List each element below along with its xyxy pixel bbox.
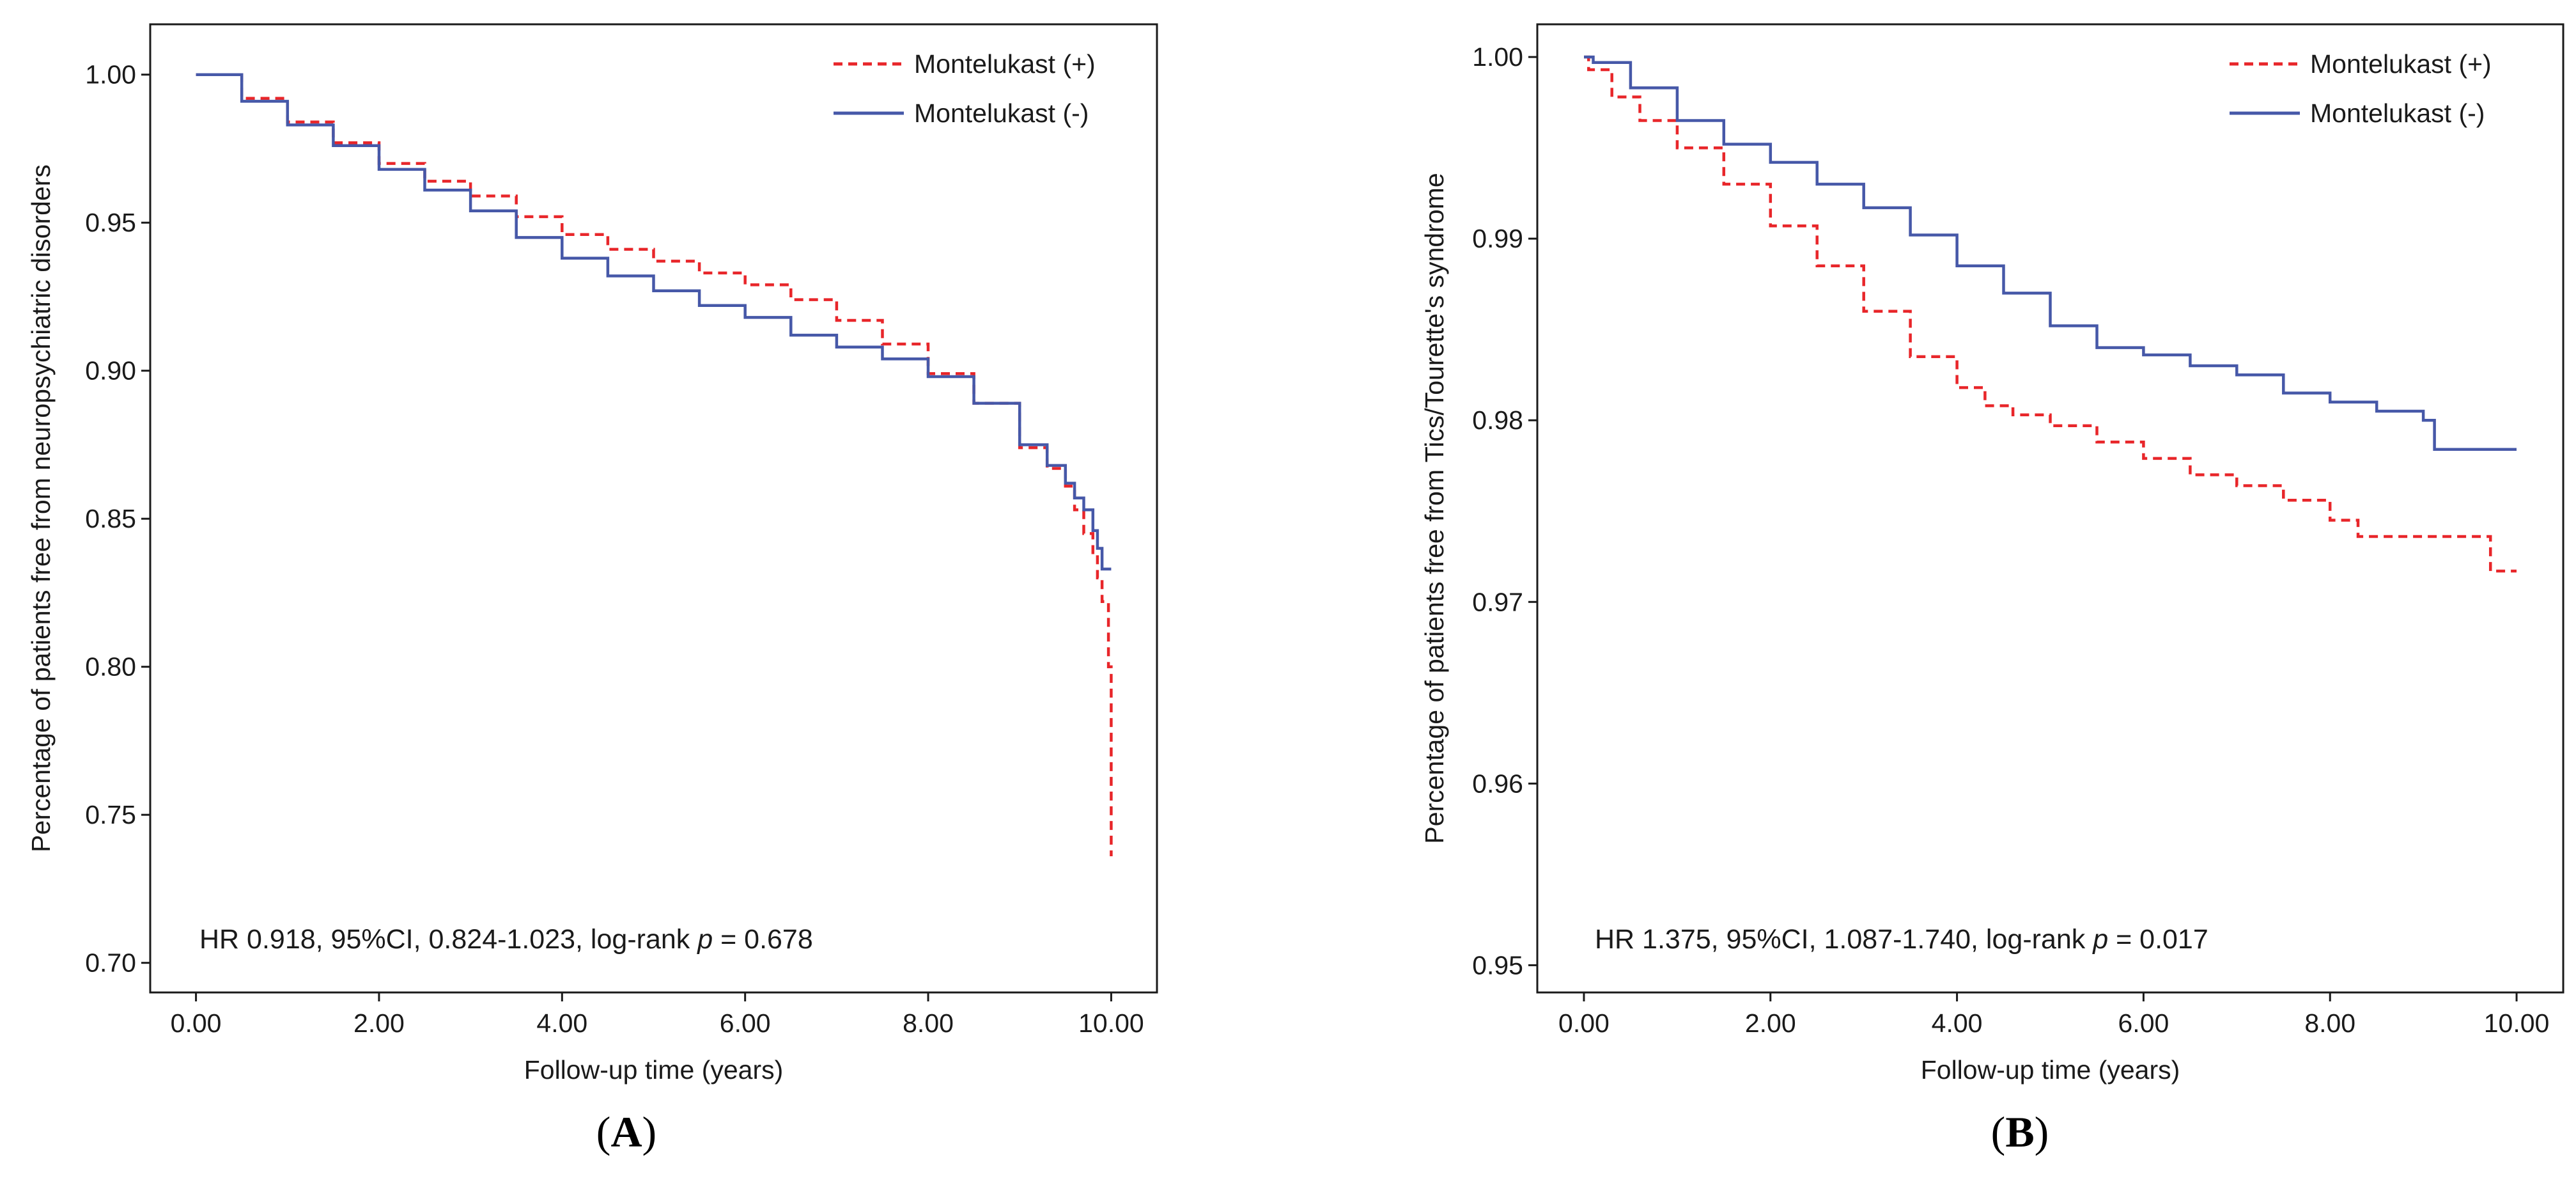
hr-annotation: HR 1.375, 95%CI, 1.087-1.740, log-rank p… — [1595, 924, 2208, 955]
x-tick-label: 6.00 — [2118, 1008, 2169, 1038]
x-tick-label: 6.00 — [720, 1008, 771, 1038]
y-tick-label: 0.80 — [85, 652, 136, 682]
x-tick-label: 8.00 — [2304, 1008, 2355, 1038]
y-tick-label: 0.98 — [1472, 405, 1523, 435]
x-tick-label: 0.00 — [1558, 1008, 1610, 1038]
y-tick-label: 0.75 — [85, 800, 136, 829]
series-line-montelukast-neg — [196, 73, 1112, 571]
y-tick-label: 0.97 — [1472, 587, 1523, 616]
x-tick-label: 4.00 — [536, 1008, 587, 1038]
y-tick-label: 1.00 — [85, 60, 136, 90]
legend-label: Montelukast (-) — [2310, 98, 2485, 128]
x-tick-label: 2.00 — [1745, 1008, 1796, 1038]
x-tick-label: 10.00 — [1078, 1008, 1144, 1038]
chart-panel-b: 0.00 2.00 4.00 6.00 8.00 10.00 0.95 0.96 0.97 0.9… — [1420, 23, 2564, 1085]
plot-frame — [1536, 23, 2564, 994]
series-line-montelukast-neg — [1584, 55, 2517, 451]
y-axis-title: Percentage of patients free from neurops… — [26, 164, 56, 852]
legend: Montelukast (+) Montelukast (-) — [834, 49, 1096, 128]
y-tick-label: 0.95 — [1472, 950, 1523, 980]
panel-label-b: (B) — [1991, 1108, 2049, 1156]
chart-panel-a: 0.00 2.00 4.00 6.00 8.00 10.00 0.70 0.75 0.80 0.8… — [26, 23, 1158, 1085]
x-tick-label: 0.00 — [171, 1008, 222, 1038]
x-tick-label: 8.00 — [903, 1008, 954, 1038]
y-tick-label: 0.99 — [1472, 224, 1523, 253]
x-axis-title: Follow-up time (years) — [1921, 1055, 2180, 1085]
legend-label: Montelukast (+) — [2310, 49, 2492, 79]
y-axis-title: Percentage of patients free from Tics/To… — [1420, 173, 1449, 843]
x-tick-label: 4.00 — [1932, 1008, 1983, 1038]
series-line-montelukast-pos — [1584, 55, 2517, 573]
y-tick-label: 1.00 — [1472, 42, 1523, 72]
y-tick-label: 0.96 — [1472, 769, 1523, 798]
x-tick-label: 2.00 — [353, 1008, 405, 1038]
panel-label-a: (A) — [596, 1108, 656, 1156]
series-line-montelukast-pos — [196, 73, 1113, 856]
y-tick-label: 0.90 — [85, 356, 136, 386]
y-tick-label: 0.85 — [85, 504, 136, 533]
legend-label: Montelukast (-) — [914, 98, 1089, 128]
y-tick-label: 0.70 — [85, 948, 136, 978]
hr-annotation: HR 0.918, 95%CI, 0.824-1.023, log-rank p… — [199, 924, 813, 955]
y-tick-label: 0.95 — [85, 208, 136, 237]
legend-label: Montelukast (+) — [914, 49, 1096, 79]
x-axis-title: Follow-up time (years) — [524, 1055, 784, 1085]
legend: Montelukast (+) Montelukast (-) — [2230, 49, 2492, 128]
x-tick-label: 10.00 — [2484, 1008, 2550, 1038]
plot-frame — [149, 23, 1158, 994]
